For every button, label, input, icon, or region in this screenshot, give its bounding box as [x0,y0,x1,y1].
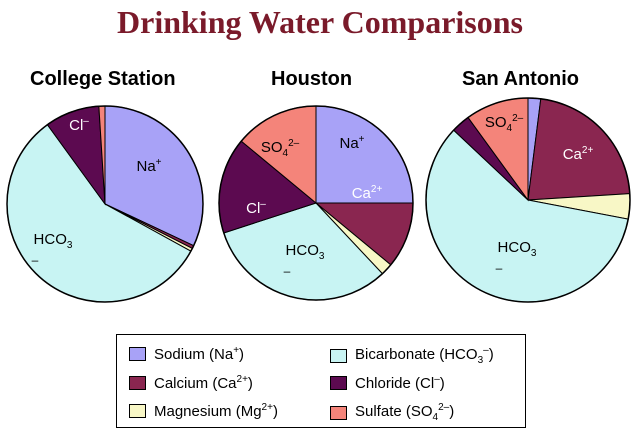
pie-outline [218,105,414,301]
legend-item-calcium: Calcium (Ca2+) [129,374,253,392]
legend-swatch-magnesium [129,404,146,418]
slice-label-sodium: Na+ [136,157,161,175]
legend-item-sulfate: Sulfate (SO42–) [330,402,454,423]
slice-label-calcium: Ca2+ [352,184,383,202]
legend-swatch-calcium [129,376,146,390]
legend-item-chloride: Chloride (Cl–) [330,374,445,392]
pie-title-college-station: College Station [30,68,176,90]
legend-swatch-chloride [330,376,347,390]
legend-swatch-sodium [129,347,146,361]
legend-item-bicarbonate: Bicarbonate (HCO3–) [330,345,494,366]
chart-title: Drinking Water Comparisons [117,4,523,40]
pie-outline [6,105,204,303]
slice-label-bicarbonate: HCO3– [32,231,73,267]
legend-swatch-bicarbonate [330,348,347,363]
legend-label-sulfate: Sulfate (SO42–) [355,402,455,423]
legend-item-magnesium: Magnesium (Mg2+) [129,402,278,420]
legend-swatch-sulfate [330,405,347,420]
slice-label-calcium: Ca2+ [563,145,594,163]
pie-outline [425,97,631,303]
legend-label-sodium: Sodium (Na+) [154,345,245,363]
pie-title-san-antonio: San Antonio [462,68,580,90]
legend-item-sodium: Sodium (Na+) [129,345,244,363]
legend-label-chloride: Chloride (Cl–) [355,374,445,392]
legend-label-calcium: Calcium (Ca2+) [154,374,253,392]
slice-label-sodium: Na+ [339,134,364,152]
legend-label-magnesium: Magnesium (Mg2+) [154,402,278,420]
legend: Sodium (Na+) Calcium (Ca2+) Magnesium (Mg2… [116,334,526,428]
slice-label-chloride: Cl– [69,116,89,134]
slice-label-bicarbonate: HCO3– [284,242,325,278]
legend-label-bicarbonate: Bicarbonate (HCO3–) [355,345,494,366]
slice-label-sulfate: SO42– [485,113,524,134]
slice-label-sulfate: SO42– [261,138,300,159]
pie-title-houston: Houston [271,68,353,90]
slice-label-chloride: Cl– [246,199,266,217]
slice-label-bicarbonate: HCO3– [496,239,537,275]
